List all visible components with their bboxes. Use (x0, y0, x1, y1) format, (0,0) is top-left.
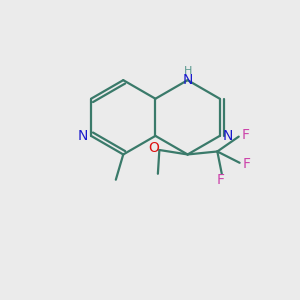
Text: H: H (183, 66, 192, 76)
Text: N: N (182, 73, 193, 87)
Text: O: O (148, 141, 160, 154)
Text: F: F (242, 157, 250, 171)
Text: N: N (223, 129, 233, 143)
Text: F: F (241, 128, 249, 142)
Text: N: N (78, 129, 88, 143)
Text: F: F (216, 173, 224, 187)
